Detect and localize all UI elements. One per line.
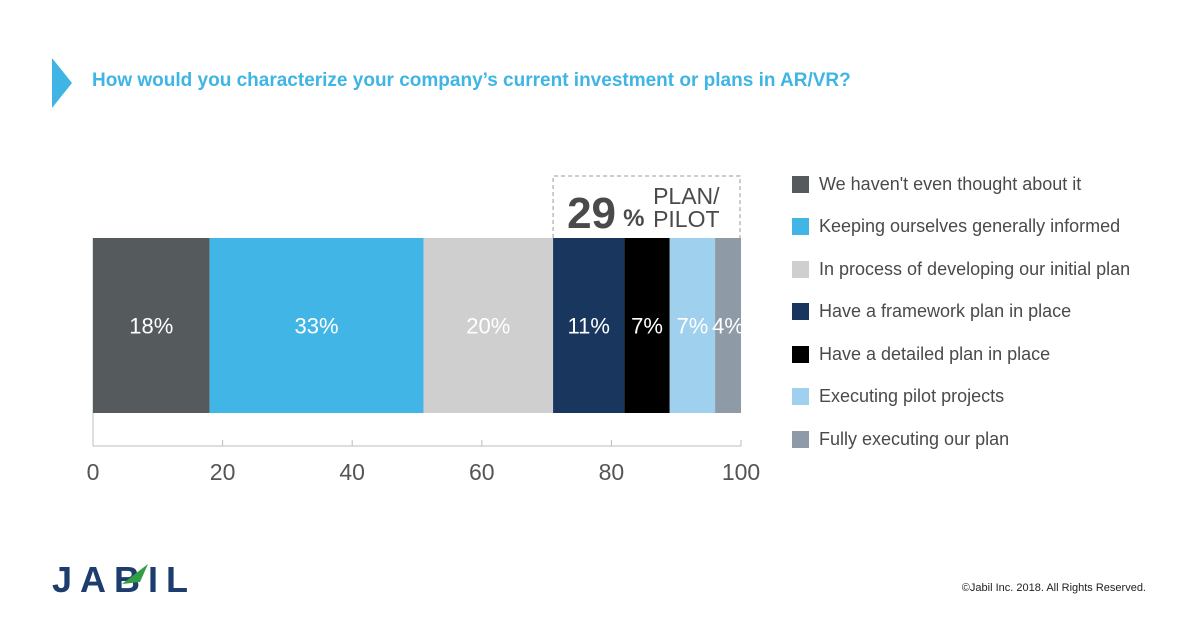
callout-unit: % <box>623 205 644 232</box>
bar-segment <box>209 238 424 413</box>
x-tick-label: 80 <box>599 459 625 485</box>
bar-segment <box>624 238 670 413</box>
bar-data-label: 7% <box>631 314 663 339</box>
legend-item: Have a detailed plan in place <box>792 342 1050 366</box>
legend-swatch <box>792 430 809 448</box>
legend-label: Have a framework plan in place <box>819 301 1072 321</box>
x-tick-label: 100 <box>722 459 760 485</box>
copyright-notice: ©Jabil Inc. 2018. All Rights Reserved. <box>961 582 1146 594</box>
bar-segment <box>715 238 741 413</box>
plan-pilot-callout: 29 % PLAN/ PILOT <box>552 175 741 238</box>
legend-swatch <box>792 388 809 405</box>
legend-swatch <box>792 345 809 363</box>
callout-label-line2: PILOT <box>653 206 719 232</box>
logo-text: JABIL <box>52 562 196 596</box>
title-arrow-icon <box>52 58 72 108</box>
stacked-bar-chart: 18% 33% 20% 11% 7% 7% 4% 0 20 40 60 80 100 29 % PLA… <box>87 175 760 485</box>
bar-segment <box>423 238 554 413</box>
bar-data-label: 33% <box>295 314 339 339</box>
legend-item: Executing pilot projects <box>792 385 1004 409</box>
x-tick-label: 0 <box>87 459 100 485</box>
legend-label: Fully executing our plan <box>819 428 1010 449</box>
legend-swatch <box>792 260 809 278</box>
bar-data-label: 11% <box>568 314 610 339</box>
legend-item: We haven't even thought about it <box>792 172 1081 196</box>
legend-label: In process of developing our initial pla… <box>819 258 1131 279</box>
logo-accent-icon <box>122 564 148 584</box>
bar-segment <box>93 238 210 413</box>
legend-item: In process of developing our initial pla… <box>792 257 1130 281</box>
legend-swatch <box>792 303 809 320</box>
chart-title: How would you characterize your company’… <box>92 70 851 91</box>
x-tick-label: 60 <box>469 459 495 485</box>
x-axis-ticks: 0 20 40 60 80 100 <box>87 440 760 485</box>
callout-bracket <box>552 175 741 238</box>
legend-item: Keeping ourselves generally informed <box>792 215 1120 239</box>
bar-data-label: 7% <box>677 314 709 339</box>
legend-label: Have a detailed plan in place <box>819 343 1051 364</box>
bar-data-label: 20% <box>466 314 510 339</box>
legend-label: We haven't even thought about it <box>819 173 1082 194</box>
legend-label: Keeping ourselves generally informed <box>819 216 1121 236</box>
bar-data-label: 18% <box>129 314 173 339</box>
x-tick-label: 20 <box>210 459 236 485</box>
callout-label-line1: PLAN/ <box>653 183 720 209</box>
legend-swatch <box>792 218 809 235</box>
legend-item: Have a framework plan in place <box>792 300 1071 324</box>
callout-value: 29 <box>567 189 616 238</box>
jabil-logo: JABIL <box>52 562 196 596</box>
bar-segment <box>669 238 716 413</box>
bar-data-label: 4% <box>712 314 744 339</box>
x-tick-label: 40 <box>339 459 365 485</box>
legend-label: Executing pilot projects <box>819 386 1005 406</box>
legend-item: Fully executing our plan <box>792 427 1009 451</box>
bar-segment <box>553 238 625 413</box>
legend-swatch <box>792 175 809 193</box>
bars: 18% 33% 20% 11% 7% 7% 4% <box>93 238 744 413</box>
